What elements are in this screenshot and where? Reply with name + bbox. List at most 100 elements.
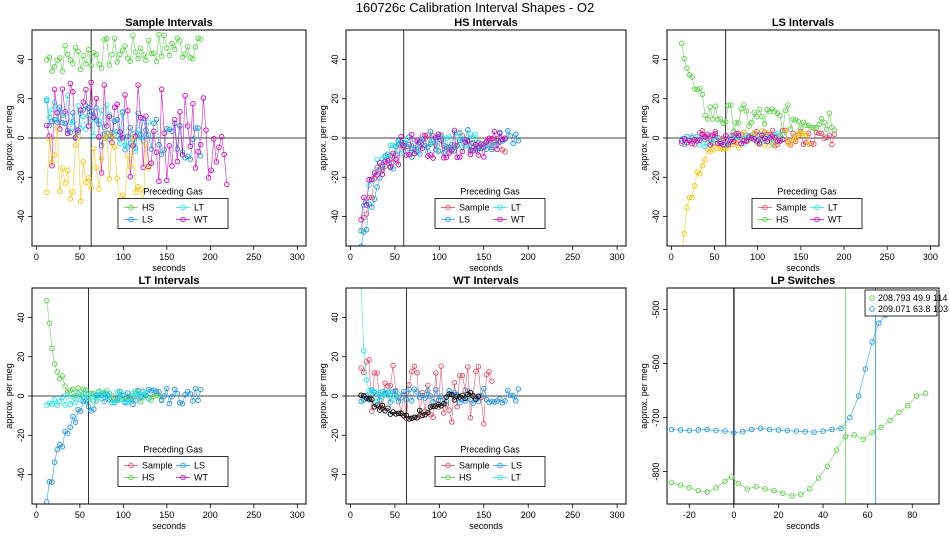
data-point xyxy=(761,121,768,127)
data-point xyxy=(417,141,423,147)
data-point xyxy=(54,119,60,126)
legend-marker xyxy=(128,474,134,481)
data-point xyxy=(119,192,126,198)
data-point xyxy=(441,410,447,416)
legend-label: HS xyxy=(776,214,789,224)
x-tick-label: 200 xyxy=(203,252,218,262)
data-point xyxy=(486,399,492,405)
data-point xyxy=(169,393,175,400)
data-point xyxy=(756,131,763,138)
data-point xyxy=(106,176,113,182)
data-point xyxy=(779,131,786,137)
data-point xyxy=(395,410,402,417)
data-point xyxy=(409,131,415,138)
data-point xyxy=(72,126,79,133)
data-point xyxy=(717,116,724,122)
data-point xyxy=(425,388,431,394)
data-point xyxy=(124,390,131,396)
data-point xyxy=(140,164,147,171)
data-point xyxy=(137,134,144,141)
data-point xyxy=(793,428,800,434)
data-point xyxy=(710,146,716,153)
data-point xyxy=(371,370,378,376)
x-tick-label: 60 xyxy=(863,510,873,520)
data-point xyxy=(764,138,770,145)
data-point xyxy=(451,379,458,386)
data-point xyxy=(443,135,450,141)
data-point xyxy=(427,393,434,399)
data-point xyxy=(197,141,204,148)
data-point xyxy=(379,171,386,178)
data-point xyxy=(77,408,84,414)
data-point xyxy=(91,398,97,404)
legend-label: 209.071 63.8 103 xyxy=(878,304,948,314)
data-point xyxy=(101,82,107,88)
legend-marker xyxy=(180,474,186,481)
data-point xyxy=(411,150,418,157)
data-point xyxy=(795,130,802,137)
data-point xyxy=(784,427,791,434)
data-point xyxy=(77,198,84,204)
data-point xyxy=(725,141,732,148)
data-point xyxy=(137,395,144,401)
data-point xyxy=(59,165,66,171)
data-point xyxy=(735,120,742,126)
data-point xyxy=(70,88,76,95)
data-point xyxy=(713,485,719,491)
data-point xyxy=(465,127,471,133)
data-point xyxy=(130,390,136,397)
data-point xyxy=(414,369,420,376)
data-point xyxy=(715,145,721,152)
data-point xyxy=(91,114,97,121)
data-point xyxy=(49,401,55,407)
data-point xyxy=(753,483,759,490)
data-point xyxy=(411,363,418,370)
data-point xyxy=(409,398,415,404)
data-point xyxy=(85,395,92,401)
data-point xyxy=(132,397,139,404)
legend-label: Sample xyxy=(459,460,490,470)
data-point xyxy=(782,107,789,114)
data-point xyxy=(104,35,110,42)
data-point xyxy=(49,345,55,352)
data-point xyxy=(67,57,74,63)
data-point xyxy=(49,68,55,74)
data-point xyxy=(101,124,107,131)
data-point xyxy=(80,159,87,165)
data-point xyxy=(489,135,495,142)
data-point xyxy=(187,143,194,150)
data-point xyxy=(722,132,729,139)
data-point xyxy=(106,62,113,68)
x-tick-label: 100 xyxy=(432,252,447,262)
data-point xyxy=(72,44,79,51)
data-point xyxy=(756,106,763,113)
data-point xyxy=(406,416,412,422)
data-point xyxy=(459,148,466,155)
data-point xyxy=(684,65,690,71)
data-point xyxy=(44,498,50,504)
data-point xyxy=(475,152,482,158)
data-point xyxy=(401,388,407,395)
data-point xyxy=(443,394,450,400)
data-point xyxy=(151,387,157,393)
data-point xyxy=(98,107,105,114)
legend-box xyxy=(117,456,229,487)
data-point xyxy=(46,400,53,406)
y-tick-label: -40 xyxy=(651,210,661,223)
data-point xyxy=(831,127,838,133)
data-point xyxy=(179,401,186,407)
data-point xyxy=(443,154,450,161)
x-tick-label: 100 xyxy=(432,510,447,520)
data-point xyxy=(187,54,194,61)
data-point xyxy=(114,175,120,181)
data-point xyxy=(422,408,428,415)
data-point xyxy=(46,320,53,326)
data-point xyxy=(465,138,471,144)
data-point xyxy=(790,116,796,122)
plot-area xyxy=(346,30,626,246)
data-point xyxy=(57,188,63,194)
data-point xyxy=(731,429,737,436)
data-point xyxy=(507,133,514,139)
data-point xyxy=(427,152,434,158)
data-point xyxy=(761,142,768,148)
